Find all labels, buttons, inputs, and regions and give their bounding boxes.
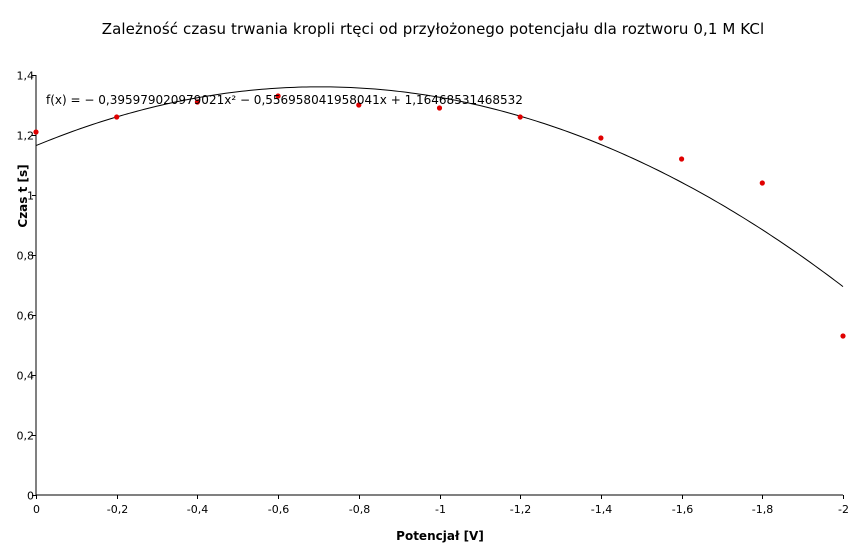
y-tick-label: 1,4: [17, 70, 35, 83]
data-point: [759, 180, 765, 186]
data-point: [356, 102, 362, 108]
x-tick-label: 0: [33, 503, 40, 516]
x-tick-label: -1,6: [672, 503, 693, 516]
y-tick-label: 0: [27, 490, 34, 503]
data-point: [194, 99, 200, 105]
data-point: [114, 114, 120, 120]
data-point: [275, 93, 281, 99]
y-tick-label: 0,2: [17, 430, 35, 443]
data-points-layer: [33, 93, 846, 339]
data-point: [517, 114, 523, 120]
data-point: [598, 135, 604, 141]
data-point: [679, 156, 685, 162]
x-tick-label: -1,4: [591, 503, 612, 516]
x-tick-label: -0,8: [349, 503, 370, 516]
trendline-layer: [35, 86, 844, 287]
trendline-equation: f(x) = − 0,395979020979021x² − 0,5569580…: [46, 93, 523, 107]
y-tick-label: 0,4: [17, 370, 35, 383]
y-tick-label: 1: [27, 190, 34, 203]
x-axis-title: Potencjał [V]: [396, 529, 484, 543]
x-tick-label: -0,4: [187, 503, 208, 516]
data-point: [436, 105, 443, 111]
axes: 0 0,2 0,4 0,6 0,8 1 1,2 1,4 0 -0,2 -0,4 -0,6 -0,8 -1 -…: [17, 70, 849, 517]
y-tick-label: 0,6: [17, 310, 35, 323]
data-point: [33, 129, 39, 135]
y-tick-label: 0,8: [17, 250, 35, 263]
y-tick-label: 1,2: [17, 130, 35, 143]
x-tick-label: -1: [435, 503, 446, 516]
trendline: [35, 86, 844, 287]
x-tick-label: -1,2: [510, 503, 531, 516]
x-tick-label: -0,6: [268, 503, 289, 516]
y-axis-title: Czas t [s]: [16, 164, 30, 227]
data-point: [840, 333, 846, 339]
x-tick-label: -0,2: [107, 503, 128, 516]
x-tick-label: -1,8: [752, 503, 773, 516]
chart-title: Zależność czasu trwania kropli rtęci od …: [101, 20, 765, 38]
x-tick-label: -2: [838, 503, 849, 516]
